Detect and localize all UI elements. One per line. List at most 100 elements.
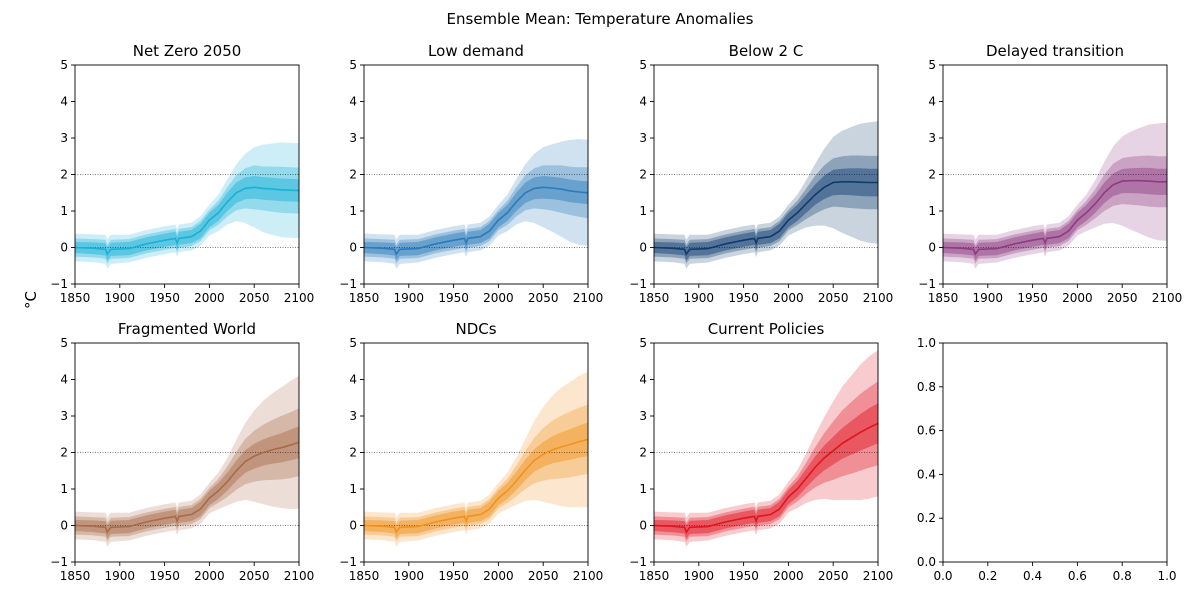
x-tick-label: 0.8: [1113, 569, 1132, 583]
ensemble-mean-line: [654, 422, 878, 534]
y-tick-label: 5: [928, 58, 936, 72]
y-tick-label: 1: [639, 482, 647, 496]
plot-area: [75, 375, 299, 547]
y-tick-label: 0.0: [917, 555, 936, 569]
x-tick-label: 1850: [639, 291, 670, 305]
y-tick-label: 0: [928, 241, 936, 255]
x-tick-label: 2100: [863, 569, 894, 583]
inner-uncertainty-band: [364, 176, 588, 261]
x-tick-label: 1850: [349, 569, 380, 583]
x-tick-label: 0.2: [978, 569, 997, 583]
y-tick-label: 2: [60, 168, 68, 182]
panel-ndcs: NDCs 1850 1900 1950 2000 2050 2100 −1 0 1 2 3 4 5: [339, 320, 603, 583]
x-tick-label: 2050: [528, 291, 559, 305]
y-tick-label: 0: [639, 519, 647, 533]
y-tick-label: 5: [60, 336, 68, 350]
x-tick-label: 2000: [194, 291, 225, 305]
panel-title: Current Policies: [708, 320, 825, 338]
panel-net-zero-2050: Net Zero 2050 1850 1900 1950 2000 2050 2100 −1 0…: [50, 42, 314, 305]
y-tick-label: −1: [629, 277, 647, 291]
outer-uncertainty-band: [75, 142, 299, 269]
y-tick-label: 2: [639, 446, 647, 460]
x-tick-label: 1950: [149, 569, 180, 583]
plot-area: [364, 139, 588, 269]
x-tick-label: 1900: [105, 569, 136, 583]
y-tick-label: 0: [349, 241, 357, 255]
shared-y-axis-label: °C: [22, 291, 40, 309]
ensemble-mean-line: [75, 441, 299, 534]
plot-area: [943, 122, 1167, 269]
panel-title: Net Zero 2050: [133, 42, 242, 60]
middle-uncertainty-band: [943, 155, 1167, 264]
y-tick-label: −1: [339, 555, 357, 569]
y-tick-label: 5: [349, 336, 357, 350]
x-tick-label: 2100: [863, 291, 894, 305]
y-tick-label: 1: [60, 482, 68, 496]
y-tick-label: 0.6: [917, 424, 936, 438]
y-tick-label: −1: [629, 555, 647, 569]
x-tick-label: 2050: [818, 569, 849, 583]
y-tick-label: 2: [349, 168, 357, 182]
y-tick-label: 0: [60, 519, 68, 533]
x-tick-label: 1900: [394, 569, 425, 583]
x-tick-label: 1950: [728, 569, 759, 583]
panel-title: NDCs: [455, 320, 496, 338]
x-tick-label: 1900: [394, 291, 425, 305]
figure-suptitle: Ensemble Mean: Temperature Anomalies: [447, 10, 754, 28]
y-tick-label: −1: [50, 555, 68, 569]
panel-fragmented-world: Fragmented World 1850 1900 1950 2000 2050 2100…: [50, 320, 314, 583]
x-tick-label: 1.0: [1157, 569, 1176, 583]
x-tick-label: 2050: [818, 291, 849, 305]
y-tick-label: 0.4: [917, 467, 936, 481]
x-tick-label: 0.6: [1068, 569, 1087, 583]
x-tick-label: 2050: [1107, 291, 1138, 305]
middle-uncertainty-band: [654, 381, 878, 542]
y-tick-label: 1: [928, 204, 936, 218]
x-tick-label: 2000: [483, 291, 514, 305]
x-tick-label: 2100: [284, 569, 315, 583]
y-tick-label: 3: [349, 131, 357, 145]
outer-uncertainty-band: [75, 375, 299, 547]
y-tick-label: 3: [349, 409, 357, 423]
panel-title: Fragmented World: [118, 320, 256, 338]
y-tick-label: 0: [349, 519, 357, 533]
x-tick-label: 2050: [239, 569, 270, 583]
ensemble-mean-line: [75, 186, 299, 256]
outer-uncertainty-band: [943, 122, 1167, 269]
ensemble-mean-line: [364, 438, 588, 534]
y-tick-label: 3: [60, 409, 68, 423]
panel-low-demand: Low demand 1850 1900 1950 2000 2050 2100 −1 0 1 2 3…: [339, 42, 603, 305]
x-tick-label: 2100: [284, 291, 315, 305]
plot-area: [654, 121, 878, 269]
y-tick-label: 3: [60, 131, 68, 145]
panel-title: Delayed transition: [986, 42, 1124, 60]
panel-title: Below 2 C: [729, 42, 804, 60]
y-tick-label: 4: [639, 95, 647, 109]
y-tick-label: 2: [639, 168, 647, 182]
y-tick-label: −1: [918, 277, 936, 291]
ensemble-mean-line: [943, 179, 1167, 256]
x-tick-label: 2100: [573, 291, 604, 305]
x-tick-label: 1900: [684, 291, 715, 305]
outer-uncertainty-band: [654, 350, 878, 547]
y-tick-label: 0.8: [917, 380, 936, 394]
x-tick-label: 2000: [483, 569, 514, 583]
y-tick-label: 4: [639, 373, 647, 387]
y-tick-label: −1: [50, 277, 68, 291]
y-tick-label: 5: [60, 58, 68, 72]
inner-uncertainty-band: [75, 426, 299, 539]
x-tick-label: 2050: [239, 291, 270, 305]
outer-uncertainty-band: [654, 121, 878, 269]
y-tick-label: 1: [349, 204, 357, 218]
x-tick-label: 1900: [105, 291, 136, 305]
panel-current-policies: Current Policies 1850 1900 1950 2000 2050 2100…: [629, 320, 893, 583]
y-tick-label: 4: [928, 95, 936, 109]
middle-uncertainty-band: [364, 404, 588, 542]
y-tick-label: 1.0: [917, 336, 936, 350]
y-tick-label: 4: [60, 373, 68, 387]
x-tick-label: 1900: [684, 569, 715, 583]
outer-uncertainty-band: [364, 139, 588, 269]
x-tick-label: 1950: [438, 569, 469, 583]
